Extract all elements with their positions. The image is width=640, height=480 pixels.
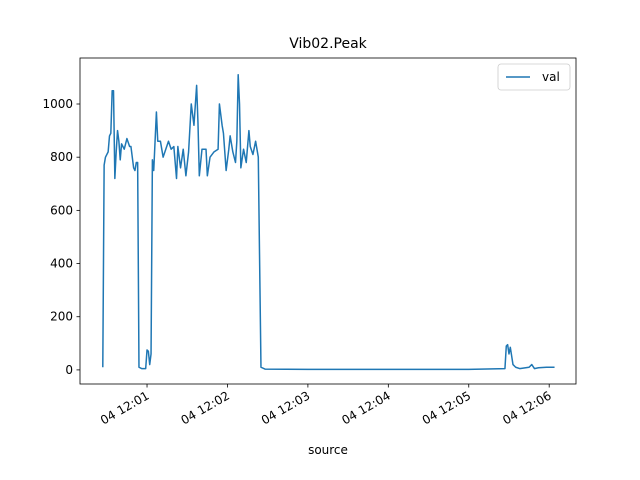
plot-frame bbox=[79, 57, 577, 385]
legend-box bbox=[497, 63, 571, 91]
x-tick-label: 04 12:05 bbox=[420, 388, 473, 427]
data-line bbox=[102, 74, 555, 371]
y-tick-label: 600 bbox=[50, 203, 73, 217]
x-tick-label: 04 12:04 bbox=[339, 388, 392, 427]
x-tick-label: 04 12:03 bbox=[259, 388, 312, 427]
y-tick-label: 0 bbox=[65, 363, 73, 377]
y-tick-label: 200 bbox=[50, 310, 73, 324]
y-tick-label: 400 bbox=[50, 257, 73, 271]
x-tick-label: 04 12:02 bbox=[178, 388, 231, 427]
chart-title: Vib02.Peak bbox=[289, 36, 367, 52]
x-axis-label: source bbox=[308, 443, 348, 457]
x-tick-label: 04 12:01 bbox=[98, 388, 151, 427]
legend-label: val bbox=[542, 70, 560, 84]
y-tick-label: 800 bbox=[50, 150, 73, 164]
x-tick-label: 04 12:06 bbox=[500, 388, 553, 427]
y-tick-label: 1000 bbox=[42, 97, 73, 111]
